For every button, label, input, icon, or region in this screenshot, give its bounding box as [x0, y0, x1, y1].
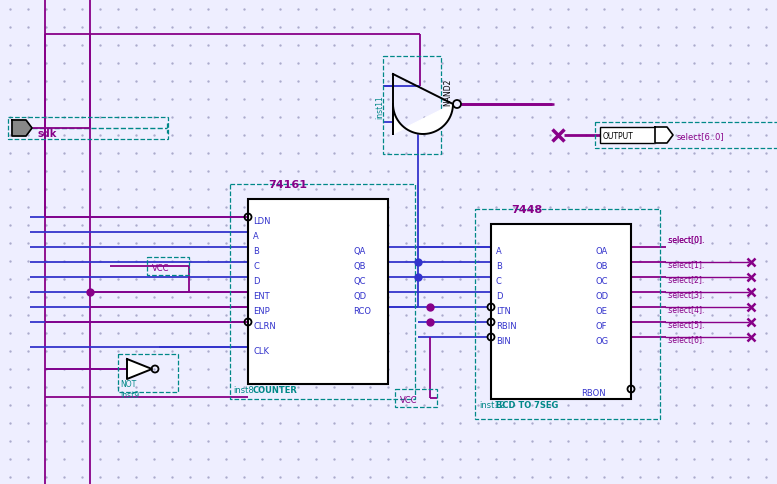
Text: BCD TO 7SEG: BCD TO 7SEG — [496, 400, 559, 409]
Text: inst11: inst11 — [375, 95, 384, 119]
Bar — [491, 225, 631, 399]
Polygon shape — [127, 359, 152, 379]
Text: C: C — [496, 277, 502, 286]
Text: ENP: ENP — [253, 307, 270, 316]
Text: RBON: RBON — [581, 389, 605, 398]
Text: LDN: LDN — [253, 217, 270, 226]
Text: OD: OD — [596, 292, 609, 301]
Text: C: C — [253, 262, 259, 271]
Text: OA: OA — [596, 247, 608, 256]
Text: OUTPUT: OUTPUT — [603, 132, 634, 141]
Text: inst8: inst8 — [233, 385, 254, 394]
Text: OE: OE — [596, 307, 608, 316]
Text: QC: QC — [353, 277, 365, 286]
Text: OF: OF — [596, 322, 608, 331]
Text: D: D — [253, 277, 260, 286]
Text: LTN: LTN — [496, 307, 510, 316]
Bar — [475, 210, 660, 419]
Text: ENT: ENT — [253, 292, 270, 301]
Text: OG: OG — [596, 337, 609, 346]
Text: .select[4].: .select[4]. — [666, 304, 705, 313]
Bar — [230, 184, 415, 399]
Polygon shape — [655, 128, 673, 144]
Bar — [600, 128, 655, 144]
Text: RBIN: RBIN — [496, 322, 517, 331]
Text: QD: QD — [353, 292, 366, 301]
Bar — [8, 118, 168, 140]
Text: VCC: VCC — [400, 395, 417, 404]
Polygon shape — [393, 75, 453, 135]
Text: .select[1].: .select[1]. — [666, 259, 704, 269]
Text: D: D — [496, 292, 503, 301]
Text: A: A — [253, 232, 259, 241]
Text: sdk: sdk — [37, 129, 57, 139]
Bar — [248, 199, 388, 384]
Text: CLK: CLK — [253, 347, 269, 356]
Text: inst9: inst9 — [120, 390, 139, 399]
Bar — [147, 257, 189, 275]
Bar — [383, 57, 441, 155]
Text: A: A — [496, 247, 502, 256]
Text: BIN: BIN — [496, 337, 510, 346]
Text: OB: OB — [596, 262, 608, 271]
Text: 74161: 74161 — [268, 180, 307, 190]
Text: NOT: NOT — [120, 379, 136, 388]
Text: select[6..0]: select[6..0] — [677, 132, 725, 141]
Text: 7448: 7448 — [511, 205, 542, 214]
Text: B: B — [253, 247, 259, 256]
Polygon shape — [12, 121, 32, 136]
Text: .select[0].: .select[0]. — [666, 235, 705, 243]
Bar — [118, 354, 178, 392]
Text: .select[0].: .select[0]. — [666, 235, 705, 243]
Text: COUNTER: COUNTER — [253, 385, 298, 394]
Text: QA: QA — [353, 247, 365, 256]
Text: .select[2].: .select[2]. — [666, 274, 704, 284]
Text: VCC: VCC — [152, 263, 169, 272]
Text: .select[3].: .select[3]. — [666, 289, 705, 298]
Text: .select[5].: .select[5]. — [666, 319, 705, 328]
Text: CLRN: CLRN — [253, 322, 276, 331]
Text: OC: OC — [596, 277, 608, 286]
Text: QB: QB — [353, 262, 365, 271]
Text: .select[6].: .select[6]. — [666, 334, 705, 343]
Text: RCO: RCO — [353, 307, 371, 316]
Text: NAND2: NAND2 — [443, 78, 452, 106]
Bar — [395, 389, 437, 407]
Text: B: B — [496, 262, 502, 271]
Bar — [595, 123, 777, 149]
Text: inst12: inst12 — [479, 400, 505, 409]
